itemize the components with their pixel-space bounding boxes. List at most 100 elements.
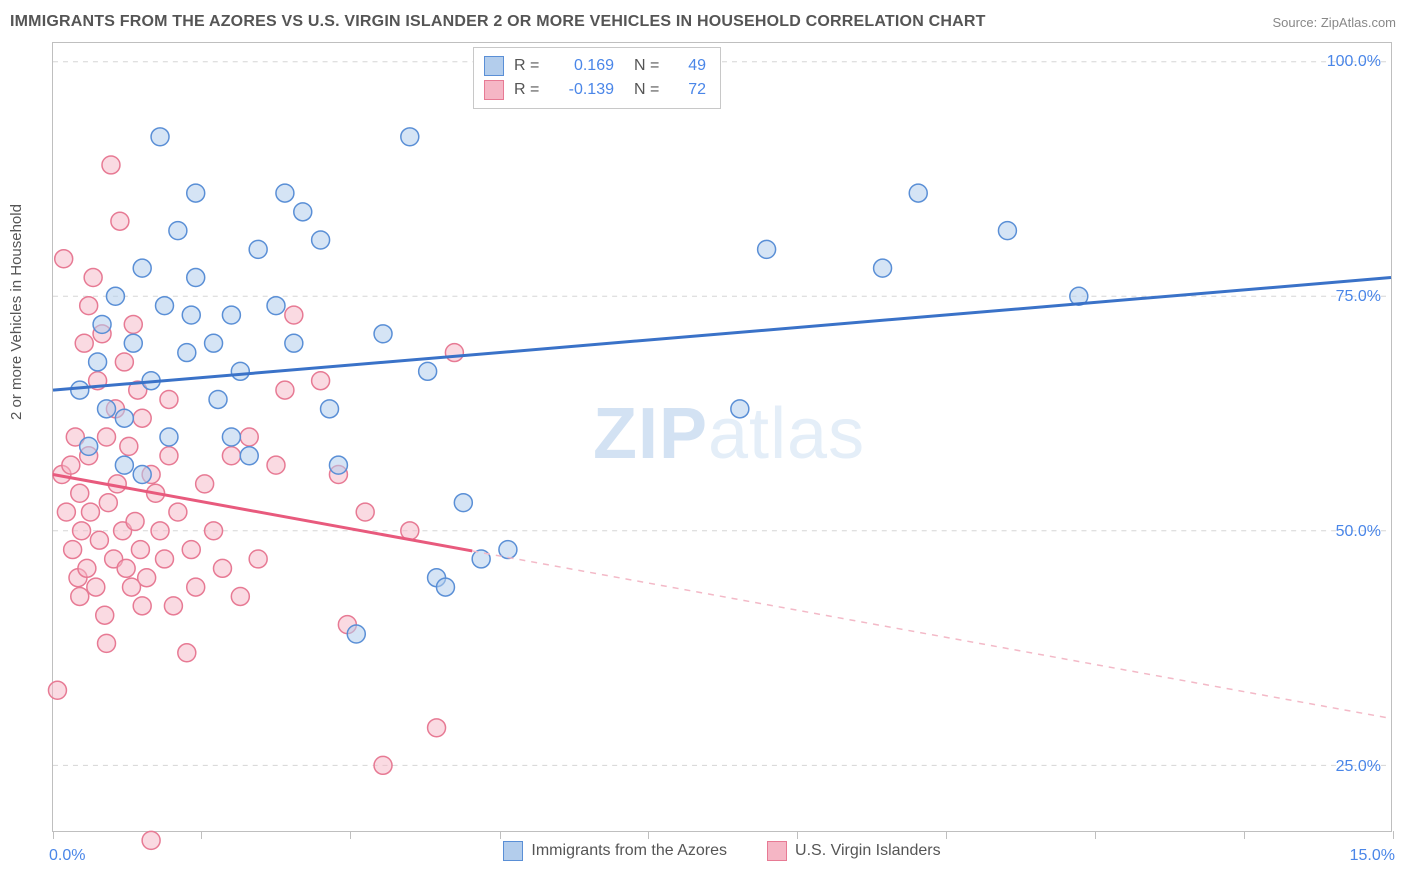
r-value-blue: 0.169	[556, 57, 614, 75]
legend-item-blue: Immigrants from the Azores	[503, 841, 727, 861]
scatter-point	[240, 428, 258, 446]
scatter-point	[99, 494, 117, 512]
scatter-point	[87, 578, 105, 596]
scatter-point	[117, 559, 135, 577]
x-tick-mark	[500, 831, 501, 839]
legend-label-blue: Immigrants from the Azores	[531, 842, 727, 860]
scatter-point	[374, 756, 392, 774]
legend-swatch-pink	[767, 841, 787, 861]
x-tick-mark	[1095, 831, 1096, 839]
trend-line-solid	[53, 475, 472, 551]
scatter-point	[160, 390, 178, 408]
scatter-point	[329, 456, 347, 474]
legend-item-pink: U.S. Virgin Islanders	[767, 841, 941, 861]
scatter-point	[48, 681, 66, 699]
scatter-point	[131, 541, 149, 559]
swatch-pink	[484, 80, 504, 100]
x-tick-mark	[201, 831, 202, 839]
scatter-point	[164, 597, 182, 615]
scatter-point	[249, 550, 267, 568]
x-tick-left: 0.0%	[49, 847, 85, 865]
scatter-point	[55, 250, 73, 268]
scatter-point	[909, 184, 927, 202]
scatter-point	[196, 475, 214, 493]
scatter-point	[222, 428, 240, 446]
bottom-legend: Immigrants from the Azores U.S. Virgin I…	[53, 841, 1391, 861]
scatter-point	[160, 428, 178, 446]
scatter-point	[71, 587, 89, 605]
scatter-point	[294, 203, 312, 221]
scatter-point	[98, 400, 116, 418]
scatter-point	[57, 503, 75, 521]
scatter-point	[96, 606, 114, 624]
legend-label-pink: U.S. Virgin Islanders	[795, 842, 941, 860]
source-text: Source: ZipAtlas.com	[1272, 15, 1396, 30]
scatter-point	[758, 240, 776, 258]
scatter-point	[80, 437, 98, 455]
scatter-point	[106, 287, 124, 305]
scatter-point	[111, 212, 129, 230]
scatter-point	[120, 437, 138, 455]
scatter-point	[374, 325, 392, 343]
y-axis-label: 2 or more Vehicles in Household	[8, 204, 25, 420]
scatter-point	[178, 644, 196, 662]
scatter-point	[874, 259, 892, 277]
x-tick-mark	[53, 831, 54, 839]
scatter-point	[133, 597, 151, 615]
scatter-point	[182, 306, 200, 324]
n-value-pink: 72	[676, 81, 706, 99]
scatter-point	[178, 344, 196, 362]
x-tick-mark	[350, 831, 351, 839]
scatter-point	[71, 381, 89, 399]
scatter-point	[89, 353, 107, 371]
scatter-point	[73, 522, 91, 540]
scatter-point	[436, 578, 454, 596]
y-tick-label: 50.0%	[1336, 523, 1381, 541]
scatter-point	[187, 578, 205, 596]
scatter-point	[312, 372, 330, 390]
r-label: R =	[514, 57, 546, 75]
scatter-point	[182, 541, 200, 559]
scatter-point	[267, 456, 285, 474]
scatter-point	[90, 531, 108, 549]
swatch-blue	[484, 56, 504, 76]
scatter-point	[347, 625, 365, 643]
scatter-point	[428, 719, 446, 737]
x-tick-mark	[797, 831, 798, 839]
scatter-point	[98, 634, 116, 652]
stats-legend: R = 0.169 N = 49 R = -0.139 N = 72	[473, 47, 721, 109]
scatter-point	[454, 494, 472, 512]
scatter-point	[62, 456, 80, 474]
scatter-point	[126, 512, 144, 530]
scatter-point	[401, 128, 419, 146]
scatter-point	[75, 334, 93, 352]
scatter-point	[419, 362, 437, 380]
scatter-point	[321, 400, 339, 418]
scatter-point	[160, 447, 178, 465]
x-tick-right: 15.0%	[1350, 847, 1395, 865]
x-tick-mark	[648, 831, 649, 839]
plot-svg	[53, 43, 1391, 831]
y-tick-label: 25.0%	[1336, 758, 1381, 776]
scatter-point	[276, 381, 294, 399]
scatter-point	[285, 334, 303, 352]
scatter-point	[472, 550, 490, 568]
scatter-point	[213, 559, 231, 577]
y-tick-label: 100.0%	[1327, 53, 1381, 71]
r-value-pink: -0.139	[556, 81, 614, 99]
x-tick-mark	[1244, 831, 1245, 839]
scatter-point	[133, 466, 151, 484]
scatter-point	[93, 315, 111, 333]
scatter-point	[156, 550, 174, 568]
scatter-point	[124, 334, 142, 352]
scatter-point	[64, 541, 82, 559]
stats-row-blue: R = 0.169 N = 49	[484, 54, 706, 78]
trend-line-dashed	[472, 551, 1391, 718]
scatter-point	[133, 409, 151, 427]
scatter-point	[285, 306, 303, 324]
scatter-point	[267, 297, 285, 315]
title-bar: IMMIGRANTS FROM THE AZORES VS U.S. VIRGI…	[10, 8, 1396, 36]
scatter-point	[205, 522, 223, 540]
scatter-point	[312, 231, 330, 249]
scatter-point	[249, 240, 267, 258]
